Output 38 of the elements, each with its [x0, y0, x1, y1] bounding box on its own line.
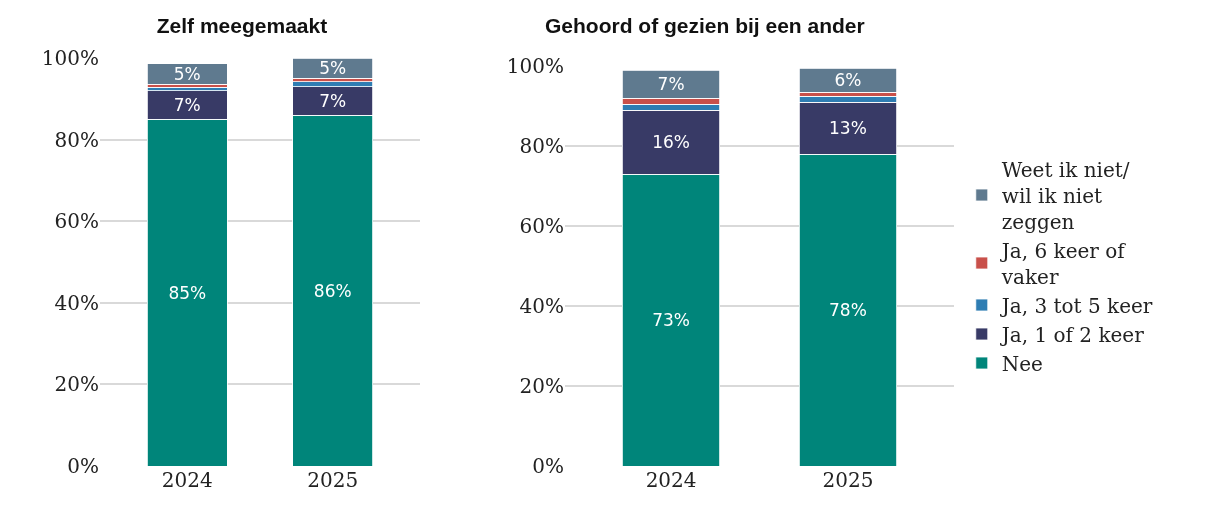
bar [146, 63, 228, 85]
data-label: 6% [834, 70, 862, 90]
x-tick-label: 2025 [822, 468, 874, 492]
data-label: 7% [319, 90, 347, 111]
y-tick-label: 100% [506, 54, 564, 78]
data-label: 73% [652, 310, 690, 330]
y-tick-label: 20% [519, 374, 564, 398]
y-tick-label: 80% [519, 134, 564, 158]
legend-label: Ja, 3 tot 5 keer [999, 293, 1153, 318]
y-tick-label: 60% [519, 214, 564, 238]
y-tick-label: 40% [519, 294, 564, 318]
y-tick-label: 0% [532, 454, 564, 478]
data-label: 5% [173, 63, 201, 84]
legend-label: Weet ik niet/ wil ik niet zeggen [1001, 157, 1130, 234]
data-label: 7% [657, 74, 685, 94]
bar [292, 58, 374, 79]
legend-label: Nee [1001, 351, 1043, 376]
data-label: 7% [173, 94, 201, 115]
y-tick-label: 0% [67, 454, 99, 478]
x-tick-label: 2024 [645, 468, 697, 492]
data-label: 78% [829, 300, 867, 320]
data-label: 5% [319, 58, 347, 79]
chart-title: Gehoord of gezien bij een ander [545, 13, 865, 37]
legend-label: Ja, 6 keer of vaker [999, 238, 1127, 289]
data-label: 16% [652, 132, 690, 152]
data-label: 85% [168, 282, 207, 303]
x-tick-label: 2024 [161, 468, 213, 492]
bar [798, 67, 897, 93]
y-tick-label: 100% [41, 46, 99, 70]
data-label: 86% [313, 280, 352, 301]
legend-label: Ja, 1 of 2 keer [999, 322, 1145, 347]
y-tick-label: 60% [54, 209, 99, 234]
y-tick-label: 20% [54, 372, 99, 397]
chart-title: Zelf meegemaakt [156, 13, 328, 37]
x-tick-label: 2025 [307, 468, 359, 492]
y-tick-label: 40% [54, 290, 99, 315]
data-label: 13% [829, 118, 867, 138]
y-tick-label: 80% [54, 127, 99, 152]
